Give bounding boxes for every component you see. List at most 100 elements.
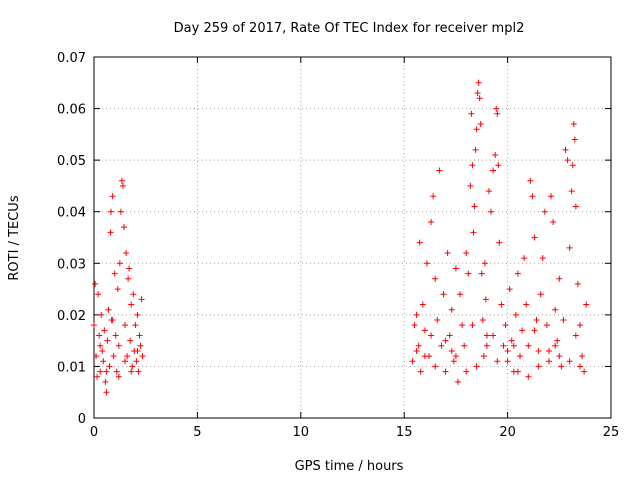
- data-point: [493, 105, 500, 112]
- data-point: [107, 208, 114, 215]
- chart-title: Day 259 of 2017, Rate Of TEC Index for r…: [174, 21, 525, 36]
- data-point: [535, 347, 542, 354]
- data-point: [583, 301, 590, 308]
- data-point: [109, 193, 116, 200]
- y-tick-label: 0.01: [57, 360, 86, 375]
- data-point: [126, 265, 133, 272]
- data-point: [123, 249, 130, 256]
- data-point: [138, 296, 145, 303]
- data-point: [450, 358, 457, 365]
- data-point: [122, 322, 129, 329]
- data-point: [550, 219, 557, 226]
- data-point: [452, 265, 459, 272]
- data-point: [572, 203, 579, 210]
- data-point: [494, 110, 501, 117]
- data-point: [470, 229, 477, 236]
- data-point: [498, 301, 505, 308]
- data-point: [552, 306, 559, 313]
- data-point: [521, 255, 528, 262]
- data-point: [105, 306, 112, 313]
- y-tick-label: 0.07: [57, 51, 86, 66]
- data-point: [411, 322, 418, 329]
- data-point: [504, 358, 511, 365]
- data-point: [533, 317, 540, 324]
- data-point: [564, 157, 571, 164]
- y-tick-label: 0: [78, 412, 86, 427]
- data-point: [500, 342, 507, 349]
- data-point: [134, 311, 141, 318]
- y-tick-label: 0.06: [57, 103, 86, 118]
- data-point: [417, 368, 424, 375]
- data-point: [473, 126, 480, 133]
- data-point: [133, 358, 140, 365]
- data-point: [452, 353, 459, 360]
- data-point: [413, 311, 420, 318]
- data-point: [572, 332, 579, 339]
- data-point: [541, 208, 548, 215]
- data-point: [419, 301, 426, 308]
- data-point: [514, 270, 521, 277]
- data-point: [576, 322, 583, 329]
- data-point: [120, 224, 127, 231]
- x-tick-label: 5: [193, 425, 201, 440]
- data-point: [579, 353, 586, 360]
- data-point: [469, 162, 476, 169]
- data-point: [117, 208, 124, 215]
- data-point: [512, 311, 519, 318]
- data-point: [568, 188, 575, 195]
- data-point: [514, 368, 521, 375]
- data-point: [139, 353, 146, 360]
- data-point: [525, 373, 532, 380]
- data-point: [114, 286, 121, 293]
- data-point: [467, 182, 474, 189]
- data-point: [459, 322, 466, 329]
- data-point: [558, 363, 565, 370]
- data-point: [556, 275, 563, 282]
- data-point: [504, 347, 511, 354]
- data-point: [552, 342, 559, 349]
- x-axis-ticks: 0 5 10 15 20 25: [90, 57, 619, 440]
- data-point: [444, 249, 451, 256]
- data-point: [434, 317, 441, 324]
- y-axis-ticks: 0 0.01 0.02 0.03 0.04 0.05 0.06 0.07: [57, 51, 611, 427]
- data-point: [103, 389, 110, 396]
- data-point: [91, 322, 97, 329]
- data-point: [535, 363, 542, 370]
- data-point: [481, 260, 488, 267]
- x-tick-label: 15: [396, 425, 413, 440]
- data-point: [409, 358, 416, 365]
- data-point: [502, 322, 509, 329]
- data-point: [103, 368, 110, 375]
- data-point: [111, 270, 118, 277]
- data-point: [469, 322, 476, 329]
- data-point: [102, 378, 109, 385]
- data-point: [423, 260, 430, 267]
- data-point: [523, 301, 530, 308]
- data-point: [95, 291, 102, 298]
- y-tick-label: 0.03: [57, 257, 86, 272]
- y-tick-label: 0.04: [57, 206, 86, 221]
- data-point: [570, 121, 577, 128]
- data-point: [113, 368, 120, 375]
- data-point: [543, 322, 550, 329]
- data-point: [92, 280, 99, 287]
- data-point: [109, 317, 116, 324]
- data-point: [477, 121, 484, 128]
- data-point: [436, 167, 443, 174]
- data-point: [127, 337, 134, 344]
- data-point: [463, 368, 470, 375]
- data-point: [413, 347, 420, 354]
- data-point: [485, 188, 492, 195]
- data-point: [566, 358, 573, 365]
- data-point: [531, 327, 538, 334]
- data-point: [525, 342, 532, 349]
- x-tick-label: 20: [499, 425, 516, 440]
- data-point: [116, 260, 123, 267]
- data-point: [483, 342, 490, 349]
- data-point: [106, 363, 113, 370]
- y-tick-label: 0.05: [57, 154, 86, 169]
- data-point: [97, 342, 104, 349]
- x-tick-label: 0: [90, 425, 98, 440]
- data-point: [137, 342, 144, 349]
